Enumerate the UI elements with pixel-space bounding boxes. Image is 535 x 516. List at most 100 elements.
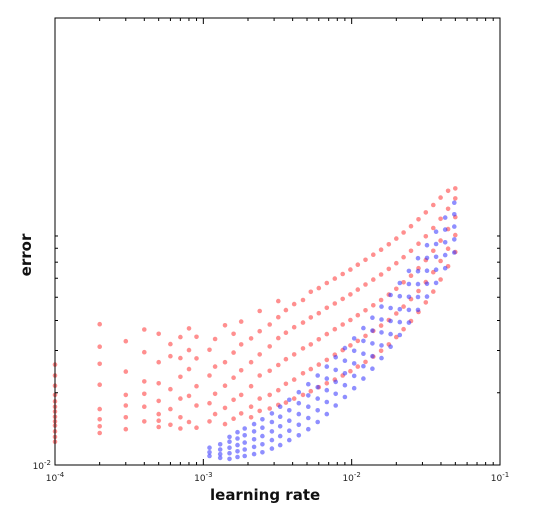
scatter-point-0-119 <box>300 320 306 325</box>
scatter-point-1-124 <box>433 254 439 260</box>
scatter-point-1-78 <box>351 373 357 379</box>
scatter-point-0-90 <box>257 396 263 401</box>
scatter-point-1-17 <box>242 453 247 459</box>
scatter-point-1-20 <box>242 433 247 438</box>
scatter-point-0-182 <box>401 304 406 309</box>
scatter-point-0-79 <box>238 411 244 416</box>
scatter-point-0-75 <box>231 397 236 403</box>
scatter-point-0-35 <box>156 411 161 417</box>
scatter-point-0-217 <box>453 232 458 238</box>
scatter-point-0-96 <box>267 392 273 398</box>
scatter-point-1-108 <box>406 307 412 313</box>
scatter-point-1-34 <box>269 429 275 434</box>
scatter-point-1-13 <box>235 449 240 454</box>
scatter-point-0-131 <box>324 381 330 386</box>
scatter-point-0-80 <box>238 392 244 398</box>
scatter-point-0-123 <box>308 342 314 347</box>
y-axis-title: error <box>17 233 35 276</box>
scatter-point-0-83 <box>238 319 244 324</box>
scatter-point-0-170 <box>378 247 384 252</box>
scatter-point-1-1 <box>207 450 212 455</box>
scatter-point-0-110 <box>283 307 289 313</box>
scatter-point-0-39 <box>156 331 161 337</box>
scatter-point-0-177 <box>394 311 399 316</box>
scatter-point-1-56 <box>306 381 311 387</box>
scatter-point-1-99 <box>388 318 393 324</box>
scatter-point-1-107 <box>406 320 412 325</box>
scatter-point-0-62 <box>207 400 212 406</box>
scatter-point-1-129 <box>442 240 448 245</box>
scatter-point-1-28 <box>260 442 265 447</box>
scatter-point-0-200 <box>423 210 429 215</box>
x-tick-label-1: 10-3 <box>194 471 212 484</box>
scatter-point-1-92 <box>379 355 384 361</box>
scatter-point-1-115 <box>415 268 421 274</box>
scatter-point-1-72 <box>342 394 348 400</box>
scatter-point-1-54 <box>306 404 311 410</box>
scatter-point-0-156 <box>363 359 368 365</box>
scatter-point-0-199 <box>423 234 429 239</box>
scatter-point-1-65 <box>324 376 330 381</box>
scatter-point-0-113 <box>291 352 297 357</box>
scatter-point-0-44 <box>168 341 173 347</box>
scatter-point-0-93 <box>257 328 263 334</box>
scatter-point-1-94 <box>379 330 384 335</box>
scatter-point-0-116 <box>300 392 306 398</box>
scatter-point-1-125 <box>433 241 439 247</box>
scatter-point-0-183 <box>401 280 406 285</box>
scatter-point-0-17 <box>97 382 102 388</box>
scatter-point-0-121 <box>308 388 314 394</box>
scatter-point-0-195 <box>416 217 421 222</box>
scatter-point-1-22 <box>251 451 257 457</box>
scatter-point-0-120 <box>300 297 306 303</box>
scatter-point-0-42 <box>168 386 173 392</box>
scatter-point-1-60 <box>315 384 321 390</box>
scatter-point-1-26 <box>251 421 257 427</box>
scatter-point-1-50 <box>296 400 302 406</box>
scatter-point-1-101 <box>388 292 393 298</box>
scatter-point-0-60 <box>194 334 199 340</box>
scatter-point-0-89 <box>257 408 263 414</box>
scatter-point-0-64 <box>207 347 212 353</box>
scatter-point-1-5 <box>217 447 223 452</box>
scatter-point-0-107 <box>283 381 289 387</box>
scatter-point-0-65 <box>212 411 218 417</box>
scatter-point-1-15 <box>235 436 240 441</box>
scatter-point-0-215 <box>445 188 451 194</box>
scatter-point-1-10 <box>227 439 232 445</box>
scatter-point-1-82 <box>361 376 366 381</box>
scatter-point-1-9 <box>227 445 232 451</box>
scatter-point-1-32 <box>269 446 275 451</box>
scatter-point-0-149 <box>348 292 353 297</box>
scatter-point-0-210 <box>438 195 443 200</box>
scatter-point-0-138 <box>332 326 338 332</box>
scatter-point-0-98 <box>267 344 273 349</box>
scatter-point-0-167 <box>378 323 384 328</box>
scatter-point-0-86 <box>248 383 254 389</box>
scatter-point-0-153 <box>355 312 361 318</box>
scatter-point-1-63 <box>324 399 330 405</box>
scatter-point-1-11 <box>227 434 232 440</box>
scatter-point-0-66 <box>212 391 218 397</box>
scatter-point-1-25 <box>251 429 257 434</box>
scatter-point-1-19 <box>242 440 247 445</box>
scatter-point-0-40 <box>168 422 173 428</box>
scatter-point-1-66 <box>324 364 330 369</box>
scatter-point-1-16 <box>235 429 240 435</box>
scatter-point-1-39 <box>277 424 283 429</box>
scatter-point-0-29 <box>142 391 147 397</box>
scatter-point-0-185 <box>401 230 406 235</box>
scatter-point-0-159 <box>363 282 368 287</box>
scatter-point-1-84 <box>361 351 366 357</box>
scatter-point-0-49 <box>178 355 183 361</box>
scatter-point-1-133 <box>452 237 457 242</box>
scatter-point-0-201 <box>431 289 436 294</box>
scatter-point-0-108 <box>283 356 289 362</box>
y-tick-label-0: 10-2 <box>33 459 51 472</box>
scatter-point-0-56 <box>194 425 199 431</box>
scatter-point-0-148 <box>348 317 353 323</box>
scatter-point-0-78 <box>231 331 236 337</box>
scatter-point-0-81 <box>238 368 244 373</box>
scatter-point-1-4 <box>217 451 223 457</box>
scatter-point-1-116 <box>415 255 421 261</box>
